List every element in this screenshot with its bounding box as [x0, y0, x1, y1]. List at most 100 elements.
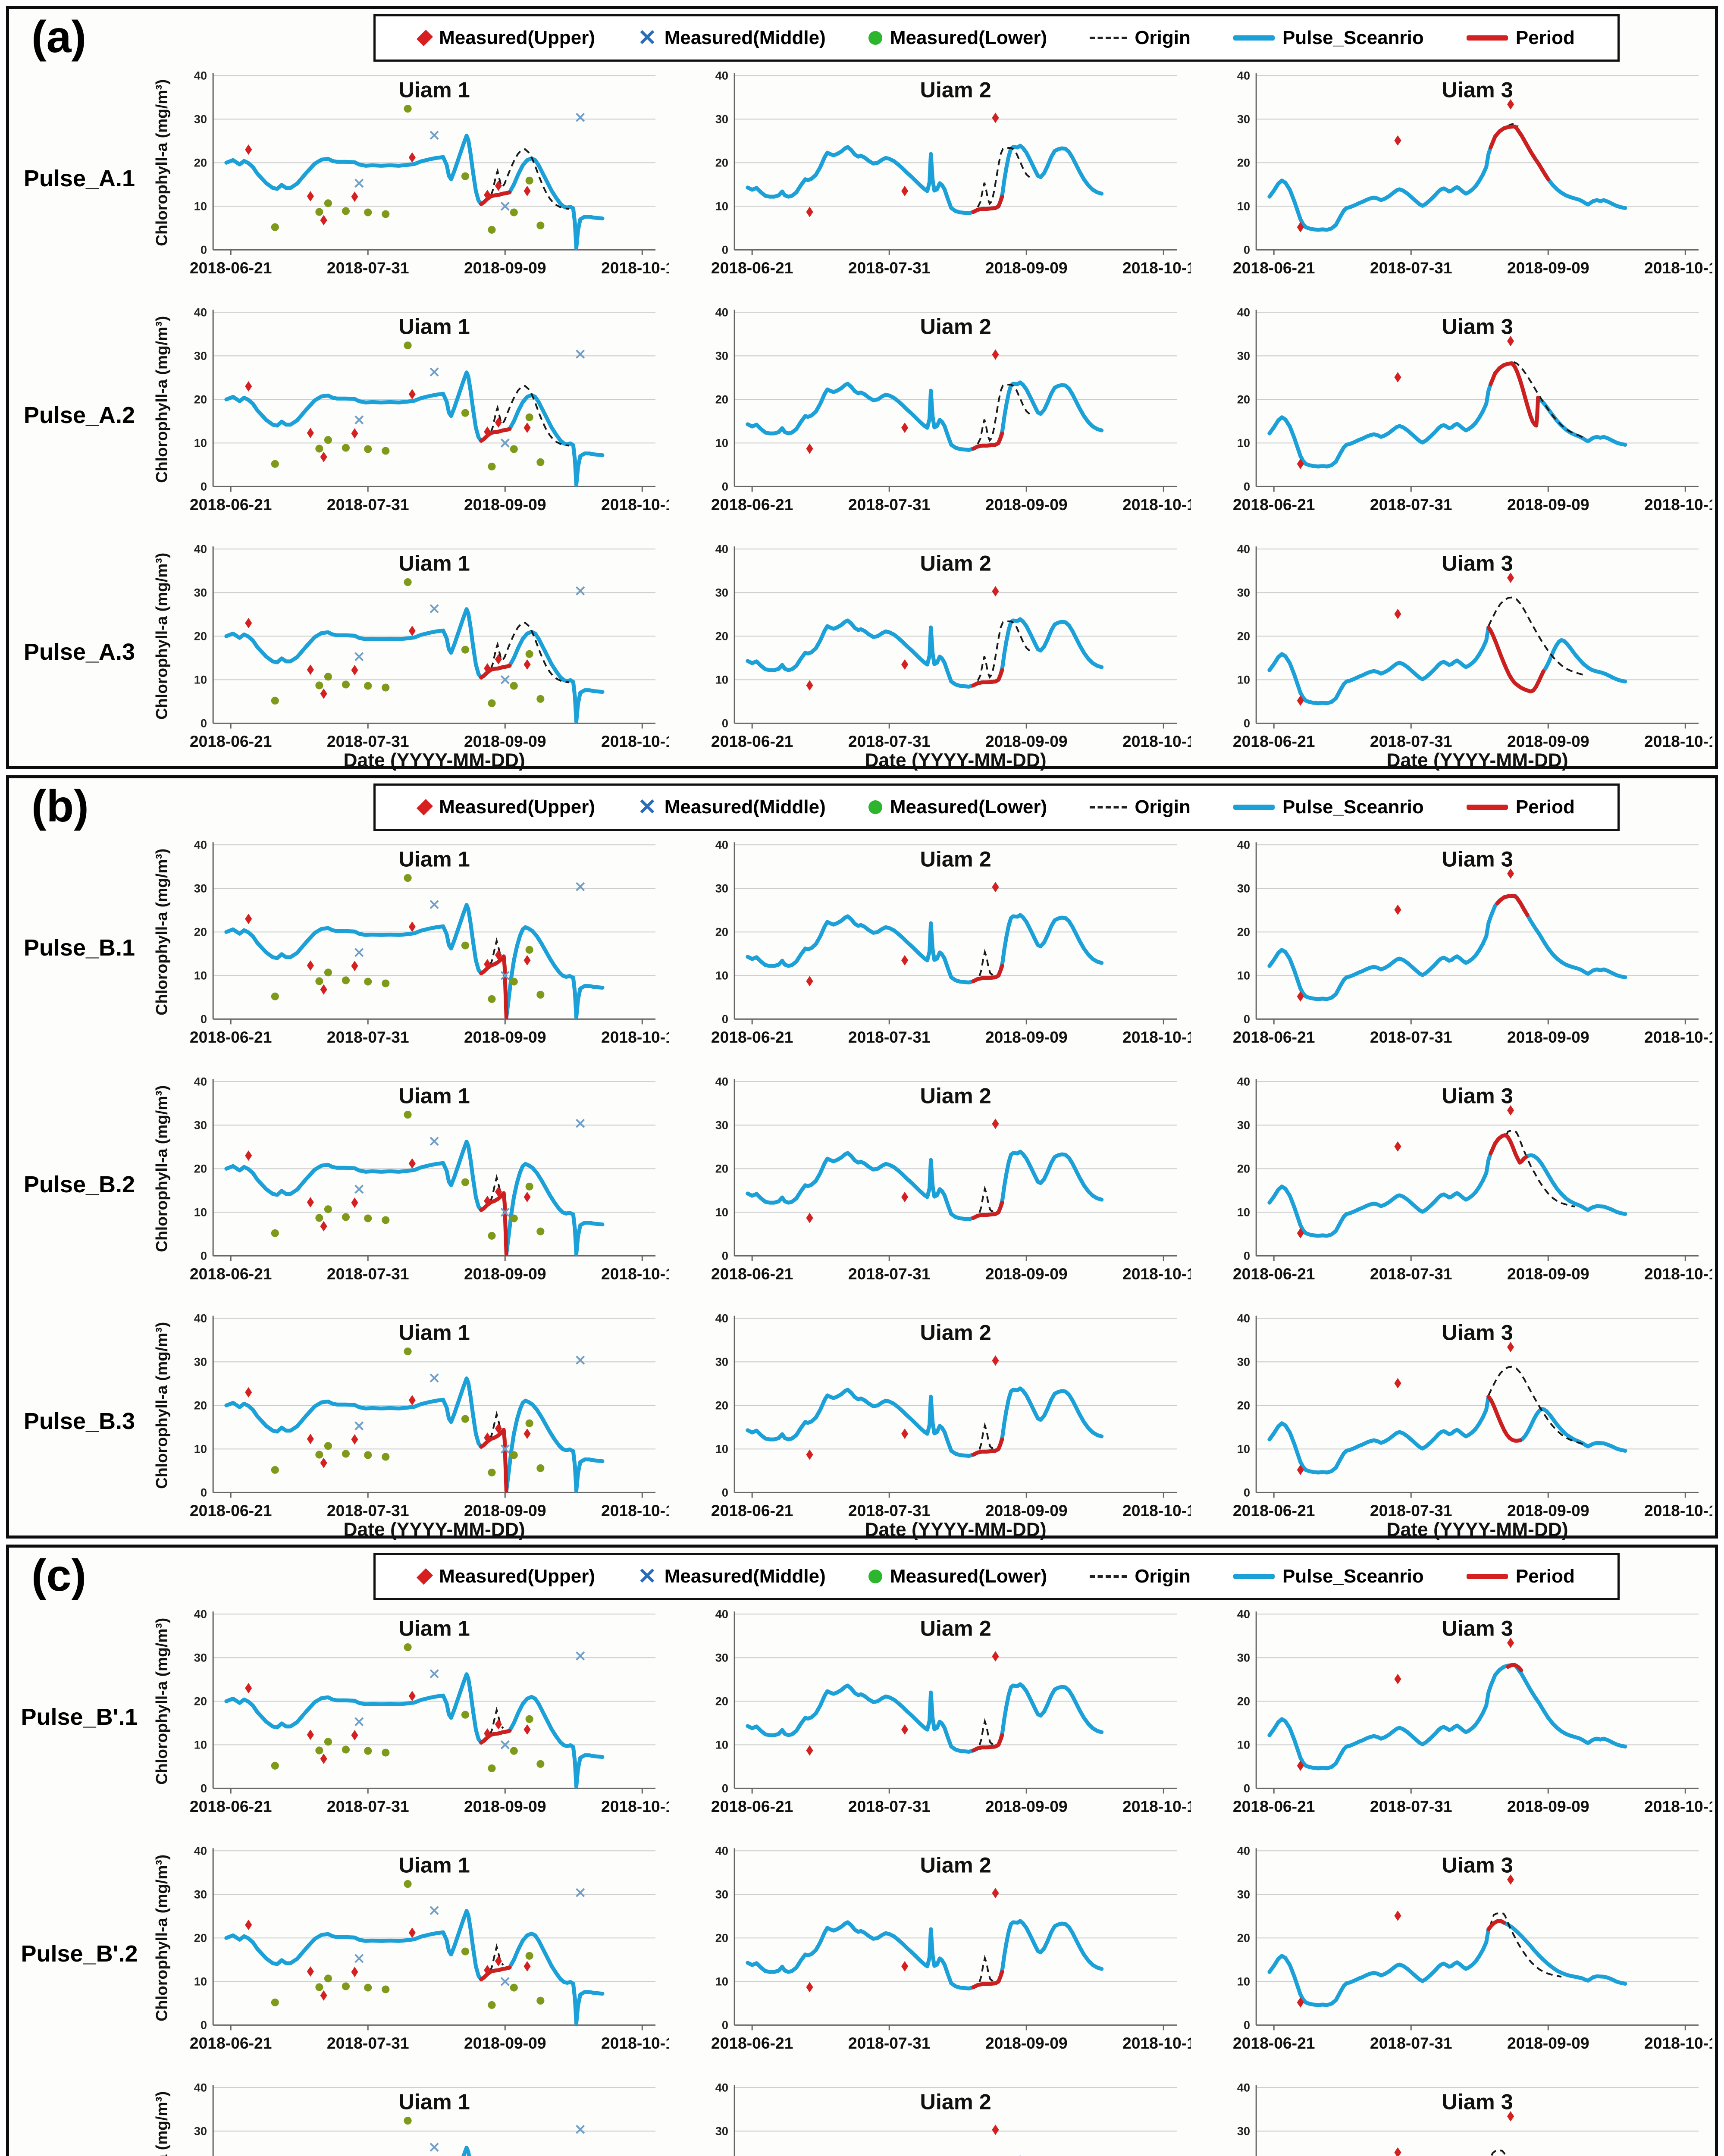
chart-title: Uiam 2: [920, 78, 991, 102]
measured-upper-point: [495, 654, 502, 665]
y-tick-label: 0: [201, 1486, 207, 1499]
origin-line: [490, 148, 570, 210]
measured-lower-point: [510, 978, 518, 986]
measured-lower-point: [382, 1453, 390, 1461]
measured-lower-point: [382, 1749, 390, 1757]
y-axis-title: Chlorophyll-a (mg/m³): [152, 1618, 170, 1785]
measured-upper-point: [1297, 991, 1304, 1002]
legend-item-measured-lower-: Measured(Lower): [868, 1566, 1047, 1587]
y-tick-label: 20: [715, 1399, 728, 1412]
measured-lower-point: [315, 1214, 323, 1222]
measured-upper-point: [1394, 135, 1401, 146]
measured-lower-point: [342, 1745, 350, 1754]
row-label-pulse-b-1: Pulse_B'.1: [21, 1704, 138, 1730]
measured-middle-point: [354, 415, 364, 425]
measured-upper-point: [523, 1961, 531, 1972]
y-tick-label: 0: [722, 1012, 728, 1025]
measured-upper-point: [806, 207, 813, 217]
legend-label: Period: [1515, 796, 1575, 818]
y-tick-label: 10: [1237, 199, 1250, 213]
y-tick-label: 10: [715, 1975, 728, 1988]
measured-lower-point: [315, 1746, 323, 1755]
measured-upper-point: [806, 1449, 813, 1460]
row-label-pulse-a-2: Pulse_A.2: [23, 402, 135, 428]
pulse-scenario-line: [504, 1399, 605, 1493]
measured-upper-point: [1394, 1910, 1401, 1921]
legend-item-pulse-sceanrio: Pulse_Sceanrio: [1233, 796, 1424, 818]
origin-dash-icon: [1090, 37, 1127, 39]
measured-upper-point: [245, 1387, 252, 1398]
x-tick-label: 2018-07-31: [1370, 1501, 1452, 1520]
y-tick-label: 20: [1237, 630, 1250, 643]
measured-middle-point: [354, 179, 364, 188]
y-tick-label: 20: [194, 156, 207, 169]
x-tick-label: 2018-06-21: [190, 259, 272, 277]
x-tick-label: 2018-10-19: [1644, 1501, 1712, 1520]
origin-line: [978, 1955, 994, 1983]
chart-title: Uiam 3: [1442, 1084, 1513, 1108]
y-tick-label: 10: [1237, 1975, 1250, 1988]
period-line: [1488, 361, 1540, 428]
chart-uiam-1: 0 10 20 30 40 2018-06-21 2018-07-31 2018-09-09 2…: [152, 1312, 669, 1540]
measured-upper-point: [495, 1719, 502, 1730]
y-tick-label: 40: [1237, 542, 1250, 556]
measured-lower-point: [342, 680, 350, 689]
measured-lower-point: [525, 1715, 533, 1723]
x-tick-label: 2018-09-09: [464, 259, 546, 277]
chart-title: Uiam 1: [399, 1084, 470, 1108]
legend-label: Measured(Lower): [890, 796, 1047, 818]
y-tick-label: 30: [1237, 1651, 1250, 1664]
y-tick-label: 20: [194, 925, 207, 938]
chart-uiam-2: 0 10 20 30 40 2018-06-21 2018-07-31 2018-09-09 2…: [711, 1075, 1191, 1283]
measured-lower-point: [525, 1952, 533, 1960]
x-tick-label: 2018-09-09: [1507, 259, 1589, 277]
legend-item-measured-upper-: Measured(Upper): [417, 27, 595, 49]
measured-lower-point: [510, 445, 518, 453]
pulse-scenario-line: [1267, 1151, 1493, 1238]
x-tick-label: 2018-10-19: [1122, 1501, 1191, 1520]
chart-uiam-1: 0 10 20 30 40 2018-06-21 2018-07-31 2018-09-09 2…: [152, 306, 669, 514]
x-tick-label: 2018-09-09: [985, 495, 1068, 514]
y-tick-label: 30: [715, 1888, 728, 1901]
y-tick-label: 30: [715, 1651, 728, 1664]
measured-upper-point: [307, 1434, 314, 1445]
y-tick-label: 10: [715, 436, 728, 450]
y-tick-label: 40: [1237, 306, 1250, 319]
measured-middle-point: [354, 1421, 364, 1431]
chart-uiam-3: 0 10 20 30 40 2018-06-21 2018-07-31 2018-09-09 2…: [1233, 306, 1712, 514]
legend-label: Period: [1515, 1566, 1575, 1587]
y-tick-label: 0: [201, 243, 207, 256]
measured-upper-point: [1394, 904, 1401, 915]
x-tick-label: 2018-09-09: [1507, 2034, 1589, 2052]
measured-middle-point: [576, 586, 585, 596]
y-tick-label: 30: [715, 1119, 728, 1132]
y-tick-label: 30: [715, 881, 728, 895]
measured-lower-point: [510, 1451, 518, 1460]
y-tick-label: 40: [1237, 1844, 1250, 1858]
measured-middle-point: [576, 2125, 585, 2134]
measured-lower-point: [315, 208, 323, 216]
series-line-icon: [1466, 1574, 1508, 1579]
legend-label: Pulse_Sceanrio: [1282, 27, 1424, 48]
measured-upper-point: [806, 1213, 813, 1223]
y-tick-label: 10: [1237, 1738, 1250, 1751]
measured-lower-point: [271, 697, 279, 705]
measured-lower-point: [404, 342, 412, 350]
measured-lower-point: [510, 1984, 518, 1992]
x-tick-label: 2018-09-09: [985, 1028, 1068, 1046]
measured-upper-point: [320, 1458, 327, 1469]
chart-uiam-1: 0 10 20 30 40 2018-06-21 2018-07-31 2018-09-09 2…: [152, 1844, 669, 2052]
measured-upper-point: [351, 1434, 358, 1445]
measured-upper-point: [992, 2125, 999, 2135]
measured-lower-point: [510, 1747, 518, 1755]
pulse-scenario-line: [746, 913, 1104, 985]
measured-lower-point: [342, 1982, 350, 1990]
row-label-pulse-b-2: Pulse_B'.2: [21, 1940, 138, 1967]
series-line-icon: [1233, 1574, 1275, 1579]
chart-cell: 0102030402018-06-212018-07-312018-09-092…: [1191, 2072, 1712, 2156]
